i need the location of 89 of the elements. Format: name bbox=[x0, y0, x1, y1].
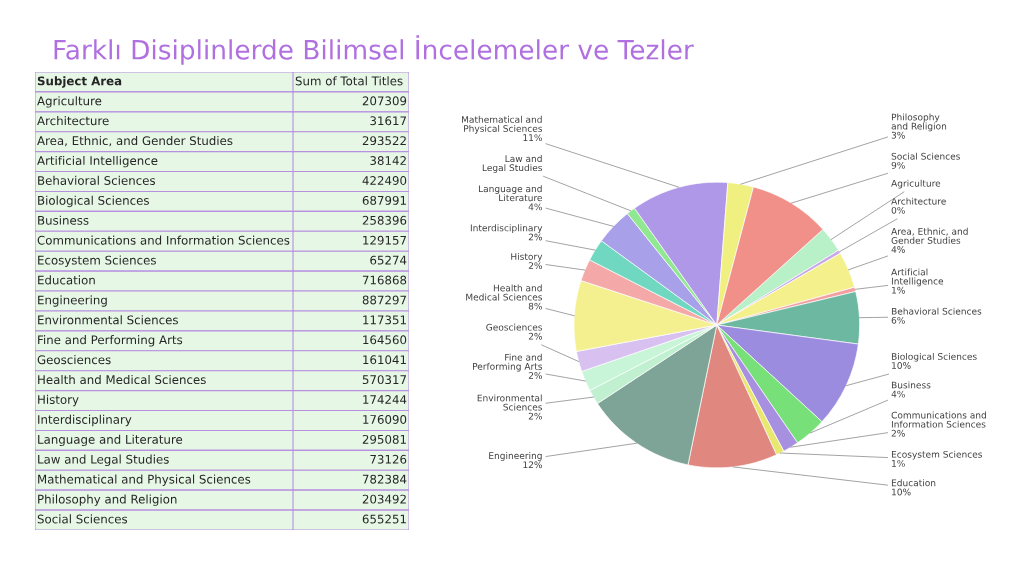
data-label: 570317 bbox=[362, 375, 406, 385]
data-label: 4% bbox=[528, 203, 542, 211]
slice-label: Ecosystem Sciences bbox=[891, 450, 983, 460]
data-label: 9% bbox=[891, 161, 905, 169]
category-label: Communications and Information Sciences bbox=[37, 235, 290, 245]
slice-label: Law and Legal Studies bbox=[482, 155, 543, 173]
data-label: 716868 bbox=[362, 275, 407, 285]
slice-label: Agriculture bbox=[891, 179, 941, 189]
data-label: 73126 bbox=[370, 454, 407, 464]
data-label: 117351 bbox=[363, 315, 406, 325]
data-label: 2% bbox=[528, 372, 542, 379]
category-label: Area, Ethnic, and Gender Studies bbox=[37, 135, 233, 147]
data-label: 295081 bbox=[362, 434, 406, 444]
data-label: 1% bbox=[892, 286, 905, 294]
data-label: 2% bbox=[528, 412, 542, 420]
slice-label: History bbox=[511, 252, 543, 262]
slice-label: Geosciences bbox=[486, 323, 543, 331]
slice-label: Biological Sciences bbox=[891, 352, 977, 362]
category-label: Social Sciences bbox=[37, 514, 128, 524]
category-label: Business bbox=[38, 215, 89, 225]
data-label: 422490 bbox=[362, 176, 407, 185]
category-label: Environmental Sciences bbox=[38, 315, 178, 325]
slice-label: Mathematical and Physical Sciences bbox=[462, 115, 543, 134]
data-label: 203492 bbox=[362, 494, 406, 504]
data-label: 2% bbox=[528, 233, 542, 241]
category-label: Behavioral Sciences bbox=[38, 175, 156, 185]
text: Subject Area bbox=[37, 76, 122, 88]
category-label: Health and Medical Sciences bbox=[38, 374, 206, 385]
category-label: Geosciences bbox=[37, 355, 111, 365]
data-label: 4% bbox=[891, 390, 905, 398]
category-label: Philosophy and Religion bbox=[38, 494, 177, 506]
category-label: Fine and Performing Arts bbox=[38, 335, 183, 347]
data-label: 0% bbox=[891, 206, 905, 214]
data-label: 2% bbox=[891, 429, 905, 437]
data-label: 31617 bbox=[370, 116, 406, 126]
data-label: 129157 bbox=[363, 235, 406, 245]
slice-label: Social Sciences bbox=[891, 152, 960, 160]
data-label: 164560 bbox=[363, 335, 407, 345]
data-label: 687991 bbox=[362, 195, 406, 205]
slice-label: Area, Ethnic, and Gender Studies bbox=[891, 227, 968, 244]
data-label: 174244 bbox=[363, 395, 407, 404]
slice-label: Environmental Sciences bbox=[477, 394, 543, 411]
data-label: 10% bbox=[892, 362, 911, 369]
category-label: Engineering bbox=[38, 295, 107, 307]
slice-label: Behavioral Sciences bbox=[891, 307, 982, 315]
slice-label: Engineering bbox=[489, 452, 542, 461]
data-label: 12% bbox=[523, 461, 542, 469]
category-label: Artificial Intelligence bbox=[37, 155, 158, 168]
data-label: 176090 bbox=[363, 414, 407, 424]
slice-label: Fine and Performing Arts bbox=[473, 353, 543, 372]
data-label: 207309 bbox=[362, 96, 407, 106]
text: Farklı Disiplinlerde Bilimsel İncelemeler ve Tezler bbox=[54, 35, 694, 65]
category-label: Biological Sciences bbox=[38, 195, 149, 208]
data-label: 258396 bbox=[362, 215, 407, 225]
data-label: 4% bbox=[891, 246, 905, 253]
category-label: Ecosystem Sciences bbox=[38, 255, 156, 267]
data-label: 2% bbox=[528, 332, 542, 340]
slice-label: Language and Literature bbox=[478, 185, 543, 202]
data-label: 6% bbox=[891, 316, 905, 324]
category-label: Language and Literature bbox=[38, 434, 183, 447]
slice-label: Communications and Information Sciences bbox=[891, 411, 986, 428]
slice-label: Education bbox=[891, 479, 936, 487]
category-label: Agriculture bbox=[37, 96, 102, 108]
data-label: 3% bbox=[891, 131, 905, 139]
data-label: 2% bbox=[528, 262, 542, 269]
slice-label: Philosophy and Religion bbox=[891, 113, 947, 132]
category-label: Law and Legal Studies bbox=[38, 454, 169, 467]
text: Sum of Total Titles bbox=[295, 76, 403, 86]
data-label: 887297 bbox=[362, 295, 406, 305]
data-label: 65274 bbox=[370, 255, 407, 265]
data-label: 161041 bbox=[363, 355, 406, 365]
data-label: 8% bbox=[528, 302, 542, 310]
data-label: 38142 bbox=[370, 156, 406, 166]
category-label: Architecture bbox=[37, 116, 109, 126]
category-label: Education bbox=[38, 275, 95, 285]
category-label: History bbox=[38, 394, 79, 407]
data-label: 293522 bbox=[362, 136, 406, 146]
slice-label: Health and Medical Sciences bbox=[466, 284, 543, 301]
slice-label: Architecture bbox=[891, 197, 946, 205]
data-label: 11% bbox=[523, 134, 542, 142]
slice-label: Interdisciplinary bbox=[470, 224, 543, 234]
data-label: 782384 bbox=[362, 474, 407, 484]
data-label: 655251 bbox=[362, 514, 406, 524]
slice-label: Artificial Intelligence bbox=[891, 268, 944, 287]
category-label: Mathematical and Physical Sciences bbox=[38, 474, 251, 486]
data-label: 10% bbox=[892, 488, 911, 496]
slice-label: Business bbox=[891, 381, 931, 389]
data-label: 1% bbox=[892, 459, 905, 467]
category-label: Interdisciplinary bbox=[38, 414, 132, 427]
